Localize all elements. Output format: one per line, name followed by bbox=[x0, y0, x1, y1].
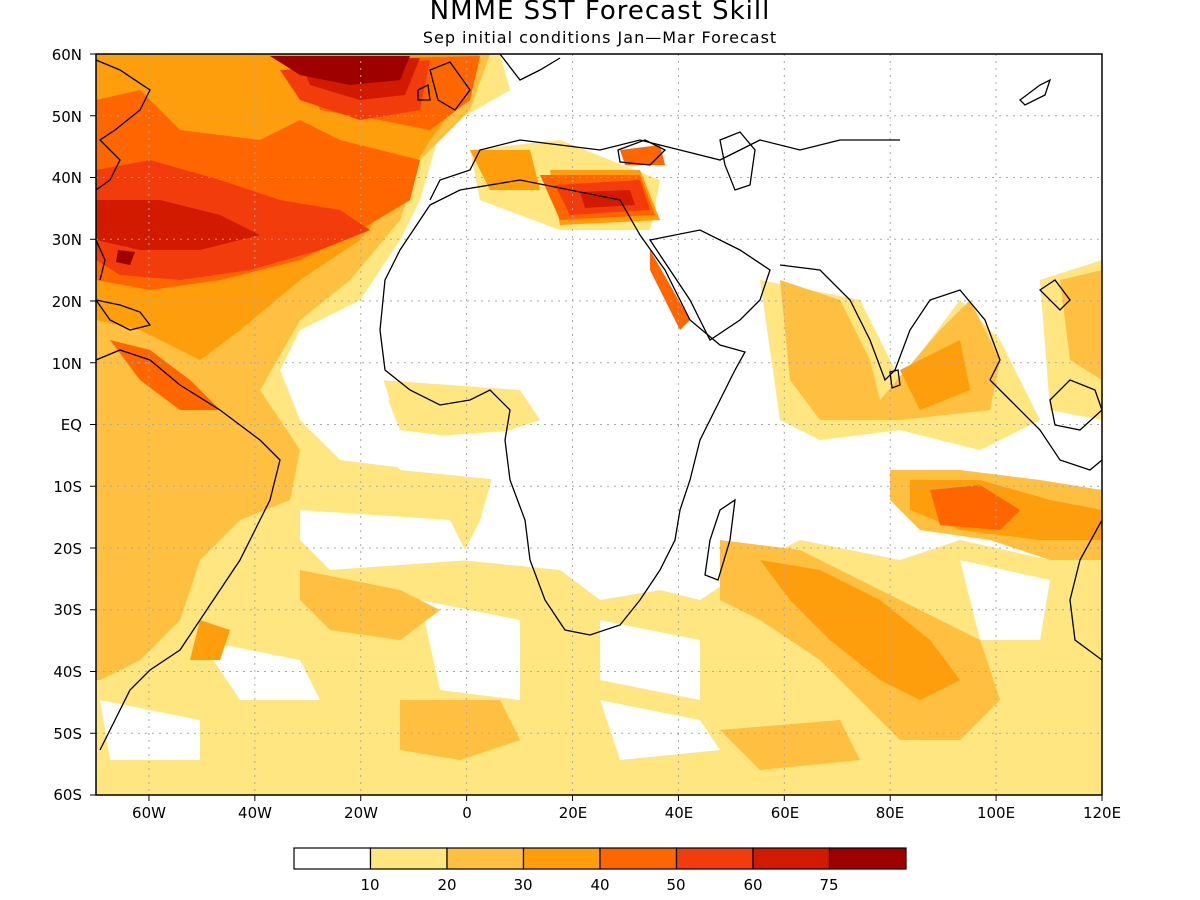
lat-label: 60S bbox=[53, 786, 82, 804]
colorbar: 10 20 30 40 50 60 75 bbox=[293, 847, 907, 894]
colorbar-swatch bbox=[752, 847, 831, 870]
colorbar-tick-label: 60 bbox=[743, 876, 762, 894]
colorbar-swatch bbox=[522, 847, 601, 870]
map-title: NMME SST Forecast Skill bbox=[429, 0, 771, 26]
lon-label: 80E bbox=[876, 804, 905, 822]
lon-label: 120E bbox=[1083, 804, 1121, 822]
lat-label: 30N bbox=[52, 231, 82, 249]
colorbar-swatch bbox=[446, 847, 525, 870]
lat-label: 60N bbox=[52, 46, 82, 64]
lat-label: 50N bbox=[52, 108, 82, 126]
colorbar-swatch bbox=[828, 847, 907, 870]
colorbar-tick-label: 20 bbox=[437, 876, 456, 894]
coastlines bbox=[96, 54, 1102, 751]
lon-label: 40W bbox=[238, 804, 272, 822]
lon-label: 60W bbox=[132, 804, 166, 822]
lat-label: 20N bbox=[52, 293, 82, 311]
colorbar-tick-label: 50 bbox=[666, 876, 685, 894]
lon-label: 0 bbox=[462, 804, 472, 822]
lat-label: 20S bbox=[53, 540, 82, 558]
colorbar-swatch bbox=[293, 847, 372, 870]
colorbar-tick-label: 75 bbox=[819, 876, 838, 894]
lon-label: 60E bbox=[771, 804, 800, 822]
skill-level-7 bbox=[116, 56, 410, 265]
lon-label: 20E bbox=[559, 804, 588, 822]
lat-label: EQ bbox=[61, 416, 82, 434]
map-subtitle: Sep initial conditions Jan—Mar Forecast bbox=[422, 28, 778, 47]
colorbar-tick-label: 10 bbox=[360, 876, 379, 894]
colorbar-tick-label: 30 bbox=[513, 876, 532, 894]
lat-label: 40N bbox=[52, 169, 82, 187]
colorbar-swatch bbox=[675, 847, 754, 870]
lon-label: 20W bbox=[344, 804, 378, 822]
lat-labels: 60N 50N 40N 30N 20N 10N EQ 10S 20S 30S 4… bbox=[52, 46, 82, 804]
lon-label: 40E bbox=[665, 804, 694, 822]
colorbar-swatch bbox=[599, 847, 678, 870]
colorbar-tick-label: 40 bbox=[590, 876, 609, 894]
lat-label: 30S bbox=[53, 601, 82, 619]
lon-label: 100E bbox=[977, 804, 1015, 822]
axis-ticks bbox=[90, 53, 1103, 801]
lat-label: 50S bbox=[53, 725, 82, 743]
lat-label: 40S bbox=[53, 663, 82, 681]
skill-field bbox=[96, 54, 1102, 795]
lat-label: 10S bbox=[53, 478, 82, 496]
colorbar-swatch bbox=[369, 847, 448, 870]
lat-label: 10N bbox=[52, 355, 82, 373]
lon-labels: 60W 40W 20W 0 20E 40E 60E 80E 100E 120E bbox=[132, 804, 1121, 822]
